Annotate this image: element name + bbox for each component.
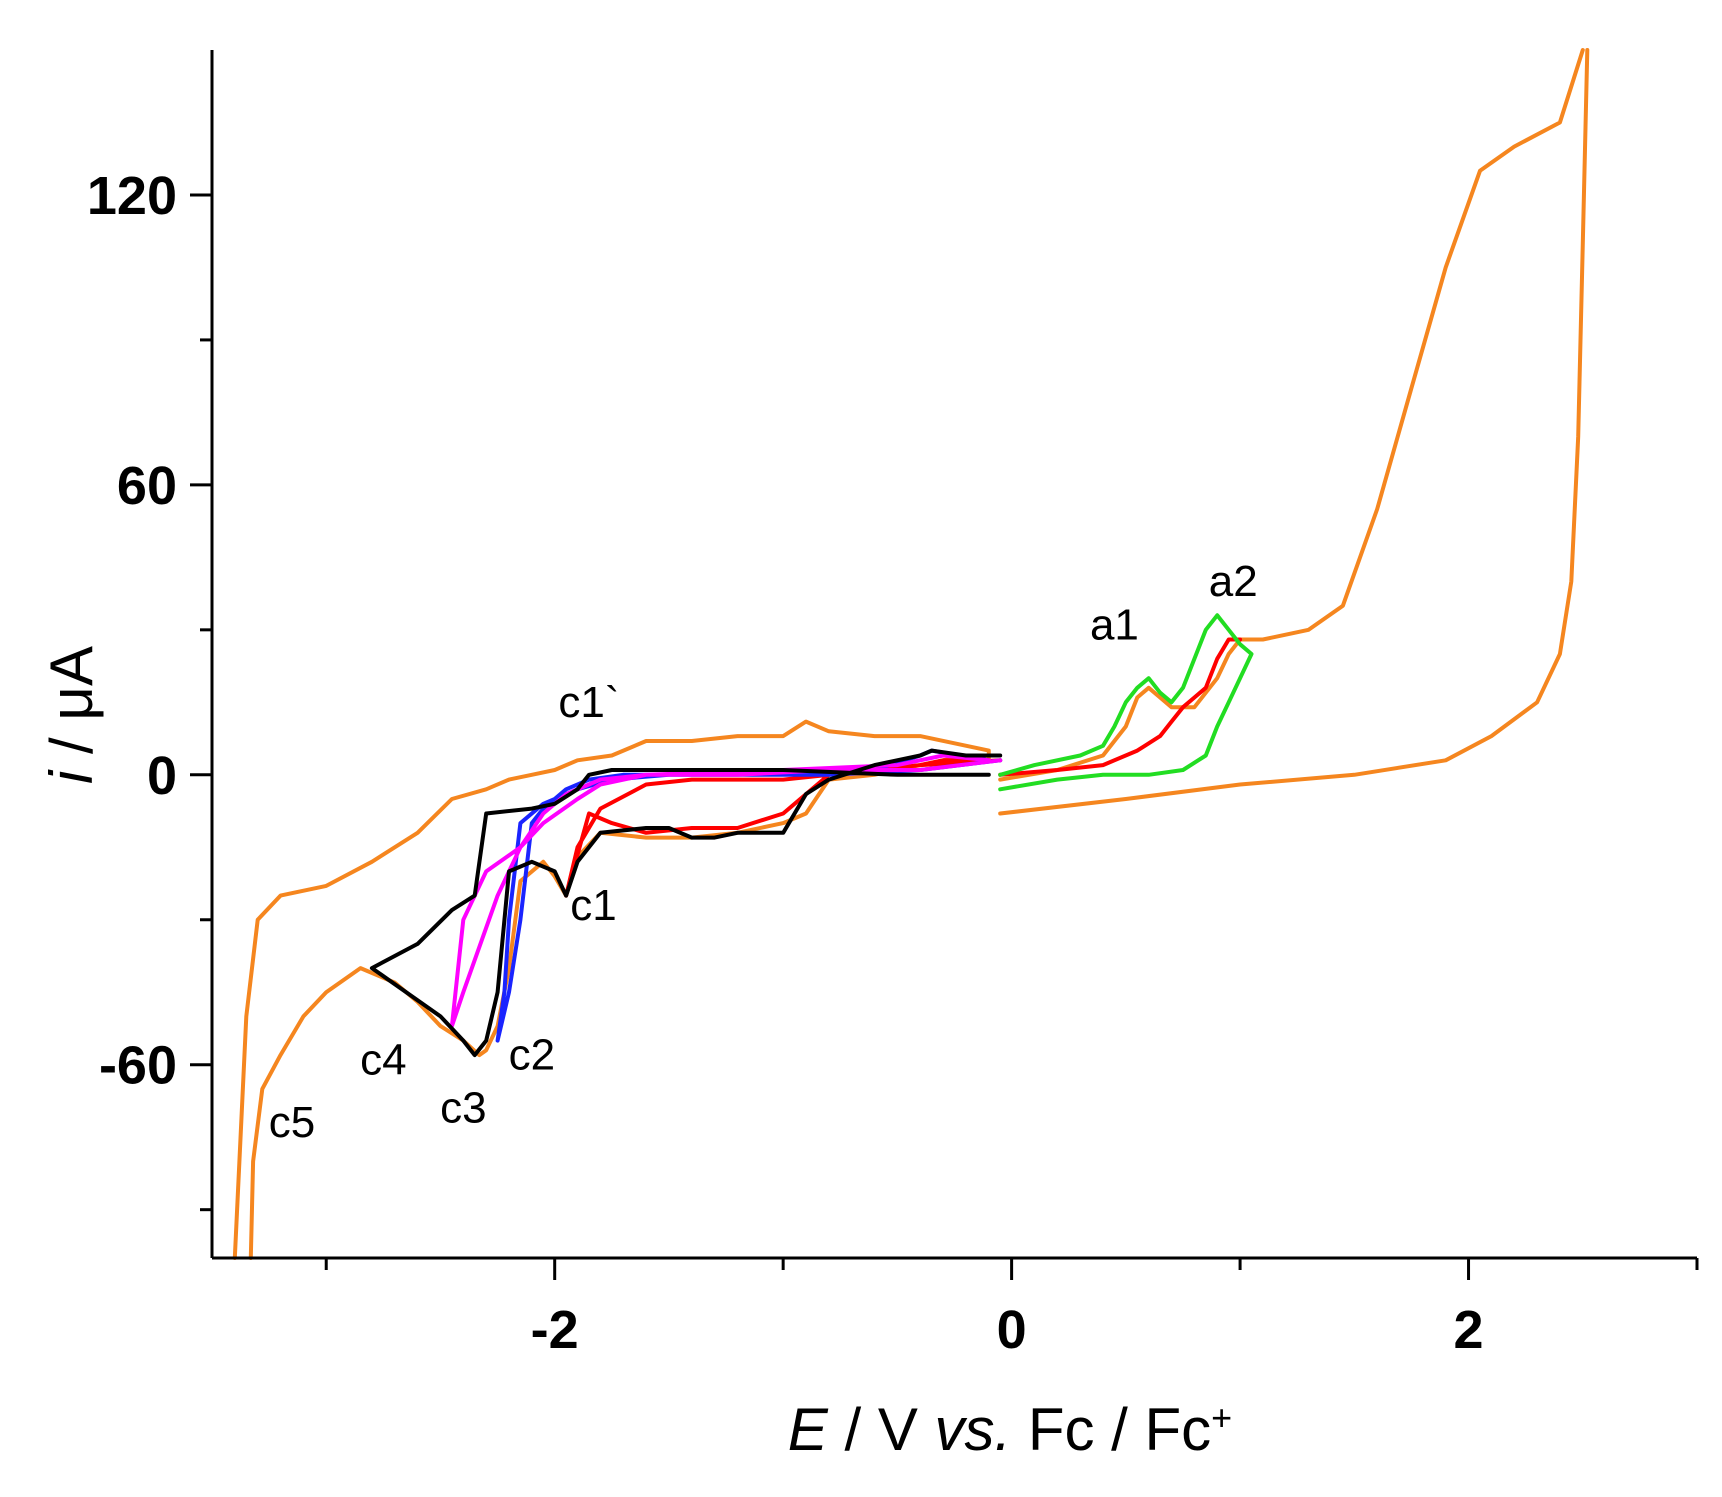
series-layer: [232, 48, 1590, 1260]
annotation-layer: c1` c1 c2 c3 c4 c5 a1 a2: [269, 557, 1258, 1147]
x-axis-title-reference: Fc / Fc: [1011, 1396, 1211, 1463]
y-axis-title-unit: / μA: [38, 646, 105, 771]
series-green-line: [998, 613, 1254, 792]
x-tick-label: -2: [531, 1300, 579, 1360]
peak-label-a1: a1: [1090, 601, 1139, 650]
peak-label-c2: c2: [509, 1031, 555, 1080]
x-axis-title-unit: / V: [828, 1396, 935, 1463]
peak-label-c1: c1: [570, 881, 616, 930]
x-tick-label: 0: [997, 1300, 1027, 1360]
x-axis-title-superscript: +: [1211, 1397, 1232, 1438]
peak-label-c3: c3: [440, 1084, 486, 1133]
y-axis-title: i / μA: [38, 646, 105, 784]
y-tick-label: -60: [99, 1036, 177, 1096]
x-axis-title: E / V vs. Fc / Fc+: [788, 1396, 1232, 1463]
peak-label-c5: c5: [269, 1098, 315, 1147]
axes-layer: -60 0 60 120 -2 0 2: [87, 50, 1699, 1360]
y-axis-title-symbol: i: [38, 769, 105, 784]
x-tick-label: 2: [1454, 1300, 1484, 1360]
series-black-line: [369, 748, 1003, 1058]
y-tick-label: 0: [147, 746, 177, 806]
x-axis-title-vs: vs.: [935, 1396, 1012, 1463]
peak-label-a2: a2: [1209, 557, 1258, 606]
y-tick-label: 60: [117, 456, 177, 516]
peak-label-c4: c4: [360, 1035, 406, 1084]
x-axis-title-symbol: E: [788, 1396, 829, 1463]
peak-label-c1: c1`: [558, 678, 619, 727]
y-tick-label: 120: [87, 166, 177, 226]
